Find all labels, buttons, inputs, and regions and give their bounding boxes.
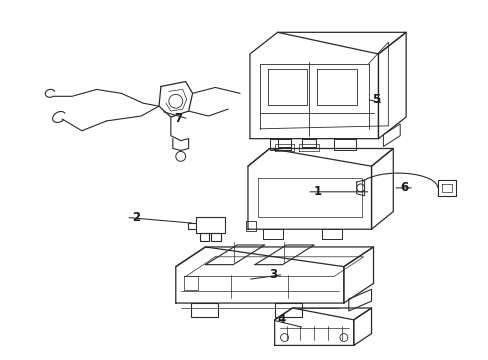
Text: 5: 5: [372, 93, 380, 106]
Text: 3: 3: [269, 268, 277, 281]
Text: 6: 6: [399, 181, 407, 194]
Text: 2: 2: [132, 211, 140, 224]
Text: 4: 4: [277, 313, 285, 326]
Text: 7: 7: [174, 112, 183, 125]
Text: 1: 1: [313, 185, 321, 198]
